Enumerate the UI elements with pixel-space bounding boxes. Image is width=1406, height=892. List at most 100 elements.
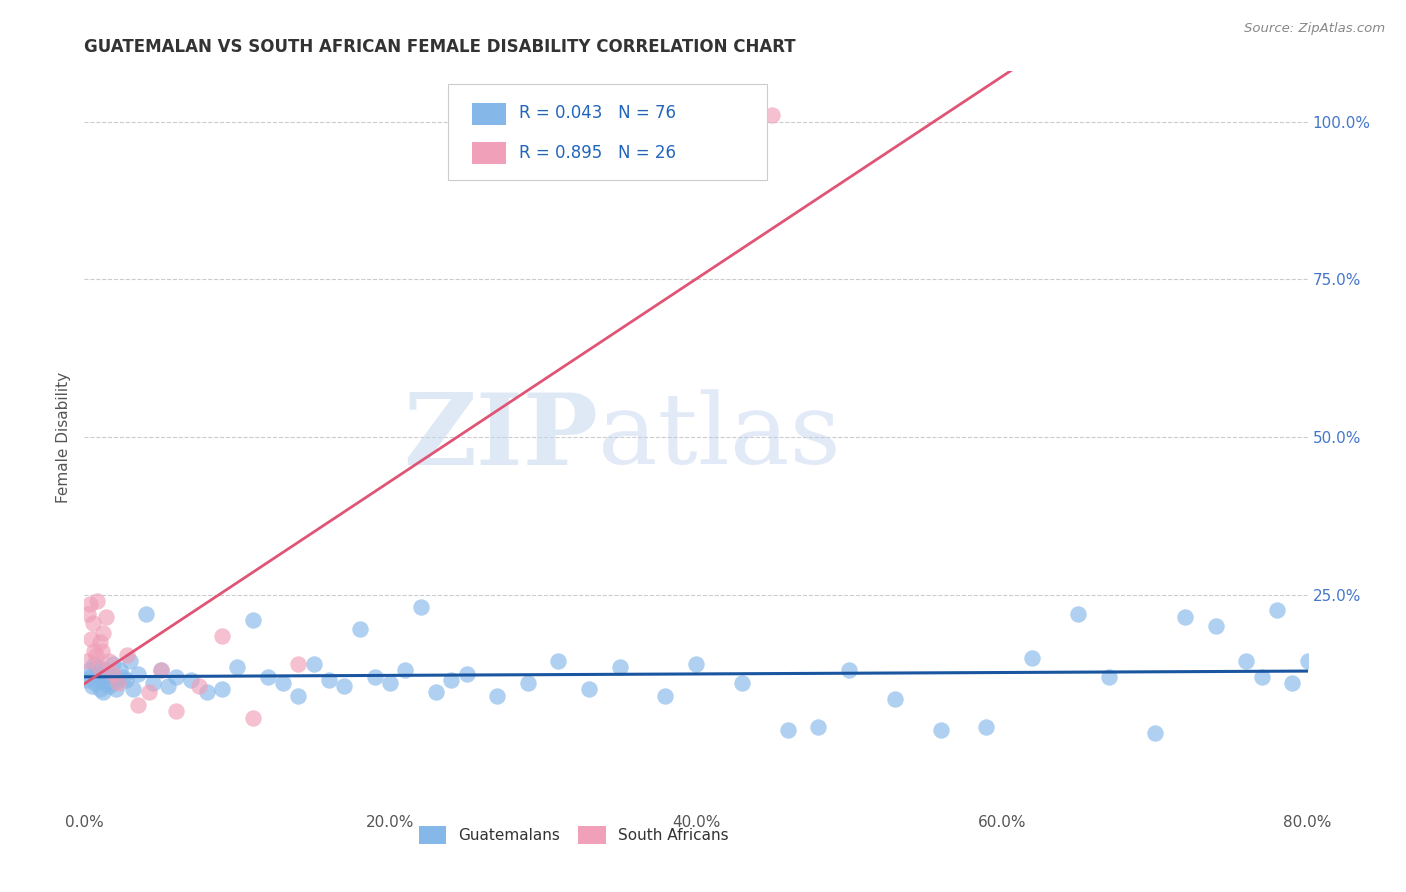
- Text: Source: ZipAtlas.com: Source: ZipAtlas.com: [1244, 22, 1385, 36]
- Point: [115, 648, 138, 662]
- Point: [79, 597, 101, 611]
- Point: [761, 108, 783, 122]
- Point: [105, 682, 128, 697]
- Point: [80, 679, 103, 693]
- Point: [91, 685, 114, 699]
- Point: [77, 607, 100, 621]
- Point: [211, 629, 233, 643]
- Point: [242, 711, 264, 725]
- Point: [127, 666, 149, 681]
- Point: [103, 666, 125, 681]
- Point: [97, 654, 120, 668]
- Point: [77, 664, 100, 678]
- Point: [107, 673, 129, 687]
- Text: R = 0.043   N = 76: R = 0.043 N = 76: [519, 104, 676, 122]
- Point: [318, 673, 340, 687]
- Point: [257, 670, 280, 684]
- Point: [1296, 654, 1319, 668]
- Point: [101, 676, 124, 690]
- Point: [83, 657, 105, 671]
- Point: [149, 664, 172, 678]
- Point: [86, 594, 108, 608]
- Point: [776, 723, 799, 738]
- Point: [89, 635, 111, 649]
- Point: [87, 666, 110, 681]
- Point: [94, 609, 117, 624]
- Point: [242, 613, 264, 627]
- Point: [1143, 726, 1166, 740]
- Point: [180, 673, 202, 687]
- Point: [1250, 670, 1272, 684]
- Point: [1265, 603, 1288, 617]
- Point: [120, 654, 142, 668]
- FancyBboxPatch shape: [472, 103, 506, 125]
- Point: [87, 660, 110, 674]
- Point: [98, 666, 121, 681]
- Point: [122, 682, 145, 697]
- Point: [83, 644, 105, 658]
- Point: [1205, 619, 1227, 633]
- Point: [108, 664, 131, 678]
- Point: [86, 660, 108, 674]
- Point: [135, 607, 157, 621]
- Point: [883, 691, 905, 706]
- Point: [226, 660, 249, 674]
- Point: [1281, 676, 1303, 690]
- Point: [211, 682, 233, 697]
- Point: [1236, 654, 1258, 668]
- Point: [93, 670, 115, 684]
- Point: [333, 679, 356, 693]
- Point: [440, 673, 463, 687]
- Point: [1021, 650, 1043, 665]
- Point: [80, 632, 103, 646]
- Point: [271, 676, 294, 690]
- Point: [547, 654, 569, 668]
- Point: [138, 685, 160, 699]
- Point: [394, 664, 416, 678]
- Point: [79, 670, 101, 684]
- Point: [380, 676, 402, 690]
- Point: [195, 685, 218, 699]
- Text: R = 0.895   N = 26: R = 0.895 N = 26: [519, 144, 676, 161]
- Text: ZIP: ZIP: [404, 389, 598, 485]
- Point: [96, 676, 118, 690]
- Point: [111, 670, 134, 684]
- FancyBboxPatch shape: [472, 143, 506, 164]
- Point: [287, 657, 309, 671]
- Point: [114, 673, 136, 687]
- Point: [104, 670, 127, 684]
- FancyBboxPatch shape: [447, 84, 766, 179]
- Point: [302, 657, 325, 671]
- Point: [84, 676, 107, 690]
- Point: [364, 670, 387, 684]
- Text: atlas: atlas: [598, 389, 841, 485]
- Point: [685, 657, 707, 671]
- Point: [456, 666, 478, 681]
- Point: [807, 720, 830, 734]
- Point: [89, 682, 111, 697]
- Point: [91, 644, 114, 658]
- Point: [76, 673, 98, 687]
- Point: [97, 679, 120, 693]
- Point: [486, 689, 509, 703]
- Y-axis label: Female Disability: Female Disability: [56, 371, 72, 503]
- Point: [82, 616, 104, 631]
- Point: [94, 664, 117, 678]
- Point: [1174, 609, 1197, 624]
- Point: [578, 682, 600, 697]
- Point: [149, 664, 172, 678]
- Point: [516, 676, 538, 690]
- Point: [142, 676, 165, 690]
- Text: GUATEMALAN VS SOUTH AFRICAN FEMALE DISABILITY CORRELATION CHART: GUATEMALAN VS SOUTH AFRICAN FEMALE DISAB…: [84, 38, 796, 56]
- Point: [93, 625, 115, 640]
- Point: [609, 660, 631, 674]
- Point: [349, 623, 371, 637]
- Point: [84, 648, 107, 662]
- Point: [929, 723, 952, 738]
- Point: [1067, 607, 1090, 621]
- Point: [165, 705, 187, 719]
- Point: [90, 673, 112, 687]
- Point: [76, 654, 98, 668]
- Point: [731, 676, 754, 690]
- Point: [103, 657, 125, 671]
